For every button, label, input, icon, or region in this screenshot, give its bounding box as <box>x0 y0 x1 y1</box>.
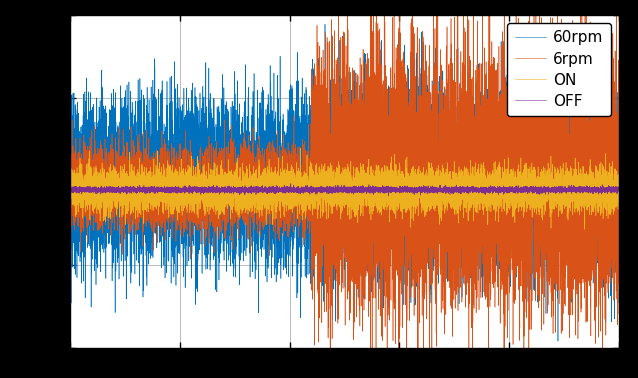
ON <box>66 174 74 178</box>
ON <box>615 187 623 192</box>
OFF <box>203 189 211 193</box>
60rpm <box>321 22 329 26</box>
ON <box>579 176 587 181</box>
60rpm <box>66 208 74 212</box>
60rpm <box>403 358 411 363</box>
ON <box>203 181 211 186</box>
OFF <box>419 189 426 193</box>
6rpm <box>615 171 623 176</box>
6rpm <box>326 125 334 129</box>
ON <box>398 178 406 182</box>
6rpm <box>398 65 406 69</box>
OFF <box>398 188 406 193</box>
Line: 60rpm: 60rpm <box>70 24 619 360</box>
6rpm <box>203 177 211 181</box>
ON <box>326 200 334 204</box>
6rpm <box>419 256 426 260</box>
Legend: 60rpm, 6rpm, ON, OFF: 60rpm, 6rpm, ON, OFF <box>507 23 611 116</box>
ON <box>581 227 589 232</box>
60rpm <box>615 138 623 143</box>
60rpm <box>398 174 406 179</box>
60rpm <box>203 200 211 204</box>
ON <box>297 146 304 150</box>
OFF <box>287 181 295 186</box>
OFF <box>615 184 623 189</box>
60rpm <box>419 156 426 161</box>
60rpm <box>459 177 467 182</box>
ON <box>459 193 467 197</box>
OFF <box>459 188 467 192</box>
60rpm <box>326 173 334 178</box>
Line: ON: ON <box>70 148 619 229</box>
OFF <box>385 194 392 198</box>
Line: OFF: OFF <box>70 184 619 196</box>
6rpm <box>66 172 74 177</box>
6rpm <box>459 211 467 215</box>
ON <box>419 174 426 179</box>
OFF <box>579 186 587 191</box>
60rpm <box>579 176 587 181</box>
OFF <box>66 187 74 192</box>
OFF <box>326 189 334 194</box>
Line: 6rpm: 6rpm <box>70 0 619 378</box>
6rpm <box>579 115 587 120</box>
